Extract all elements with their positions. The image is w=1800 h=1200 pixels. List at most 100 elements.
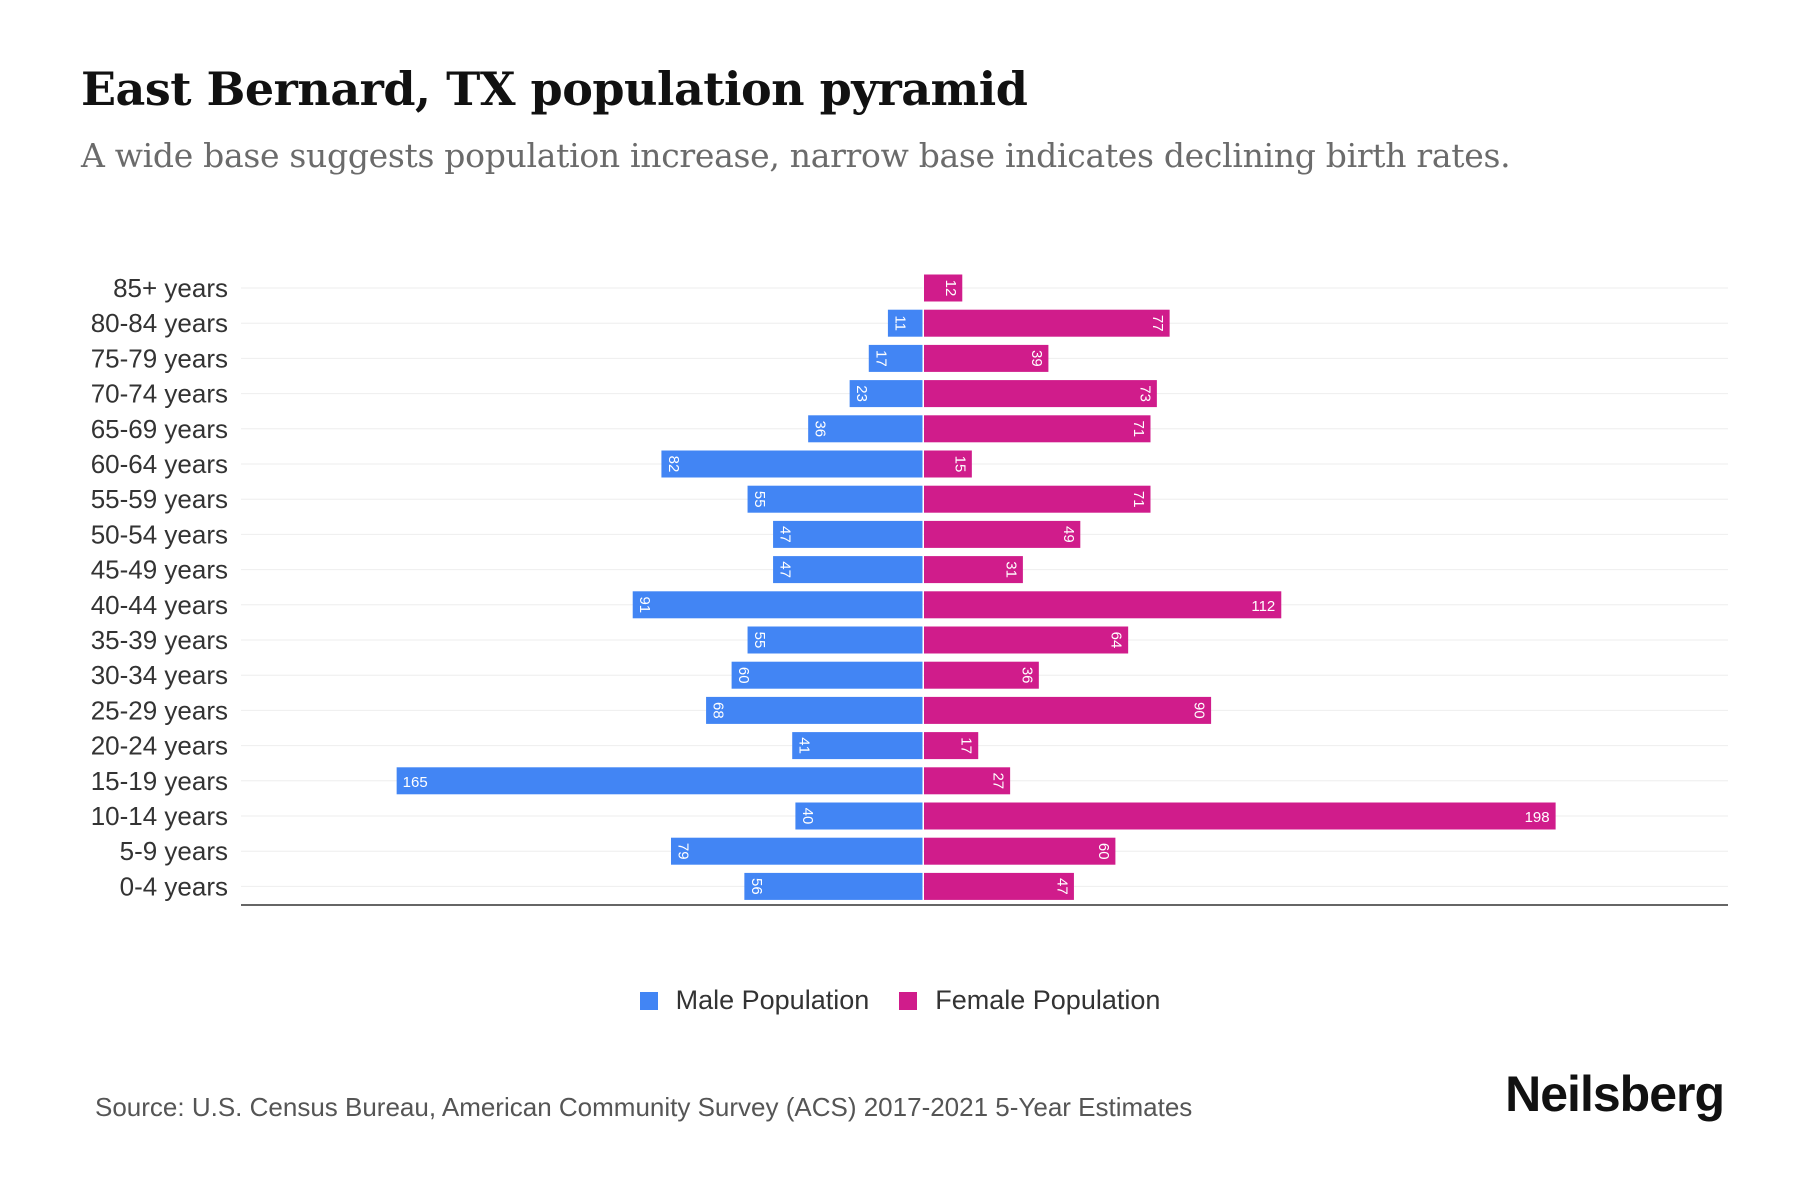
bar-female[interactable]	[924, 380, 1157, 408]
category-label: 85+ years	[113, 273, 228, 303]
data-label-male: 79	[674, 843, 691, 860]
category-label: 0-4 years	[120, 871, 228, 901]
category-label: 25-29 years	[91, 695, 228, 725]
data-label-male: 55	[751, 491, 768, 508]
data-label-male: 40	[799, 808, 816, 825]
bar-female[interactable]	[924, 837, 1116, 865]
data-label-female: 12	[942, 280, 959, 297]
category-label: 50-54 years	[91, 519, 228, 549]
brand-logo: Neilsberg	[1505, 1066, 1725, 1122]
category-label: 5-9 years	[120, 836, 228, 866]
data-label-female: 73	[1136, 385, 1153, 402]
bar-female[interactable]	[924, 450, 972, 478]
bar-male[interactable]	[868, 344, 923, 372]
legend-item-male[interactable]: Male Population	[639, 985, 870, 1016]
bar-male[interactable]	[849, 380, 923, 408]
bar-male[interactable]	[396, 767, 923, 795]
legend-swatch-male	[639, 991, 658, 1010]
category-label: 10-14 years	[91, 801, 228, 831]
data-label-female: 36	[1018, 667, 1035, 684]
data-label-male: 82	[665, 456, 682, 473]
category-label: 75-79 years	[91, 343, 228, 373]
bar-male[interactable]	[795, 802, 923, 830]
data-label-male: 47	[777, 526, 794, 543]
data-label-female: 90	[1191, 702, 1208, 719]
data-label-male: 41	[796, 737, 813, 754]
bar-female[interactable]	[924, 626, 1129, 654]
bar-male[interactable]	[792, 732, 923, 760]
data-label-female: 71	[1130, 491, 1147, 508]
category-label: 55-59 years	[91, 484, 228, 514]
bar-female[interactable]	[924, 732, 979, 760]
legend-label-male: Male Population	[675, 985, 870, 1015]
category-label: 60-64 years	[91, 449, 228, 479]
legend-item-female[interactable]: Female Population	[899, 985, 1160, 1016]
data-label-female: 31	[1002, 561, 1019, 578]
data-label-female: 47	[1053, 878, 1070, 895]
chart-subtitle: A wide base suggests population increase…	[81, 136, 1511, 175]
data-label-female: 17	[958, 737, 975, 754]
data-label-female: 64	[1108, 632, 1125, 649]
data-label-female: 71	[1130, 420, 1147, 437]
legend-swatch-female	[899, 991, 918, 1010]
category-label: 35-39 years	[91, 625, 228, 655]
bar-female[interactable]	[924, 344, 1049, 372]
data-label-female: 39	[1028, 350, 1045, 367]
bar-male[interactable]	[731, 661, 923, 689]
bar-female[interactable]	[924, 274, 963, 302]
bar-male[interactable]	[670, 837, 923, 865]
category-label: 15-19 years	[91, 766, 228, 796]
bar-male[interactable]	[744, 872, 923, 900]
data-label-male: 68	[710, 702, 727, 719]
data-label-male: 23	[853, 385, 870, 402]
data-label-female: 60	[1095, 843, 1112, 860]
bar-female[interactable]	[924, 696, 1212, 724]
data-label-female: 27	[990, 772, 1007, 789]
bar-male[interactable]	[773, 520, 923, 548]
category-label: 45-49 years	[91, 555, 228, 585]
category-label: 20-24 years	[91, 731, 228, 761]
category-label: 30-34 years	[91, 660, 228, 690]
bar-male[interactable]	[808, 415, 923, 443]
data-label-male: 91	[636, 596, 653, 613]
bar-male[interactable]	[887, 309, 923, 337]
legend: Male Population Female Population	[0, 985, 1800, 1016]
bar-female[interactable]	[924, 415, 1151, 443]
data-label-male: 165	[403, 774, 428, 791]
bar-male[interactable]	[632, 591, 923, 619]
bar-female[interactable]	[924, 556, 1023, 584]
data-label-male: 11	[891, 315, 908, 331]
bar-female[interactable]	[924, 309, 1170, 337]
bar-female[interactable]	[924, 872, 1074, 900]
data-label-female: 15	[951, 456, 968, 473]
data-label-female: 112	[1251, 598, 1275, 615]
bar-female[interactable]	[924, 661, 1039, 689]
category-label: 80-84 years	[91, 308, 228, 338]
data-label-female: 49	[1060, 526, 1077, 543]
data-label-male: 17	[872, 350, 889, 367]
data-label-male: 47	[777, 561, 794, 578]
bar-female[interactable]	[924, 591, 1282, 619]
bar-female[interactable]	[924, 767, 1011, 795]
data-label-male: 55	[751, 632, 768, 649]
legend-label-female: Female Population	[935, 985, 1161, 1015]
bar-male[interactable]	[661, 450, 923, 478]
category-label: 70-74 years	[91, 379, 228, 409]
bar-female[interactable]	[924, 802, 1556, 830]
category-label: 40-44 years	[91, 590, 228, 620]
bar-female[interactable]	[924, 485, 1151, 513]
category-label: 65-69 years	[91, 414, 228, 444]
data-label-male: 60	[735, 667, 752, 684]
bar-male[interactable]	[747, 626, 923, 654]
bar-male[interactable]	[773, 556, 923, 584]
data-label-female: 77	[1149, 315, 1166, 332]
data-label-female: 198	[1525, 809, 1550, 826]
bar-male[interactable]	[747, 485, 923, 513]
source-note: Source: U.S. Census Bureau, American Com…	[95, 1092, 1193, 1122]
bar-male[interactable]	[706, 696, 923, 724]
bar-female[interactable]	[924, 520, 1081, 548]
data-label-male: 36	[812, 420, 829, 437]
chart-title: East Bernard, TX population pyramid	[81, 62, 1028, 116]
data-label-male: 56	[748, 878, 765, 895]
